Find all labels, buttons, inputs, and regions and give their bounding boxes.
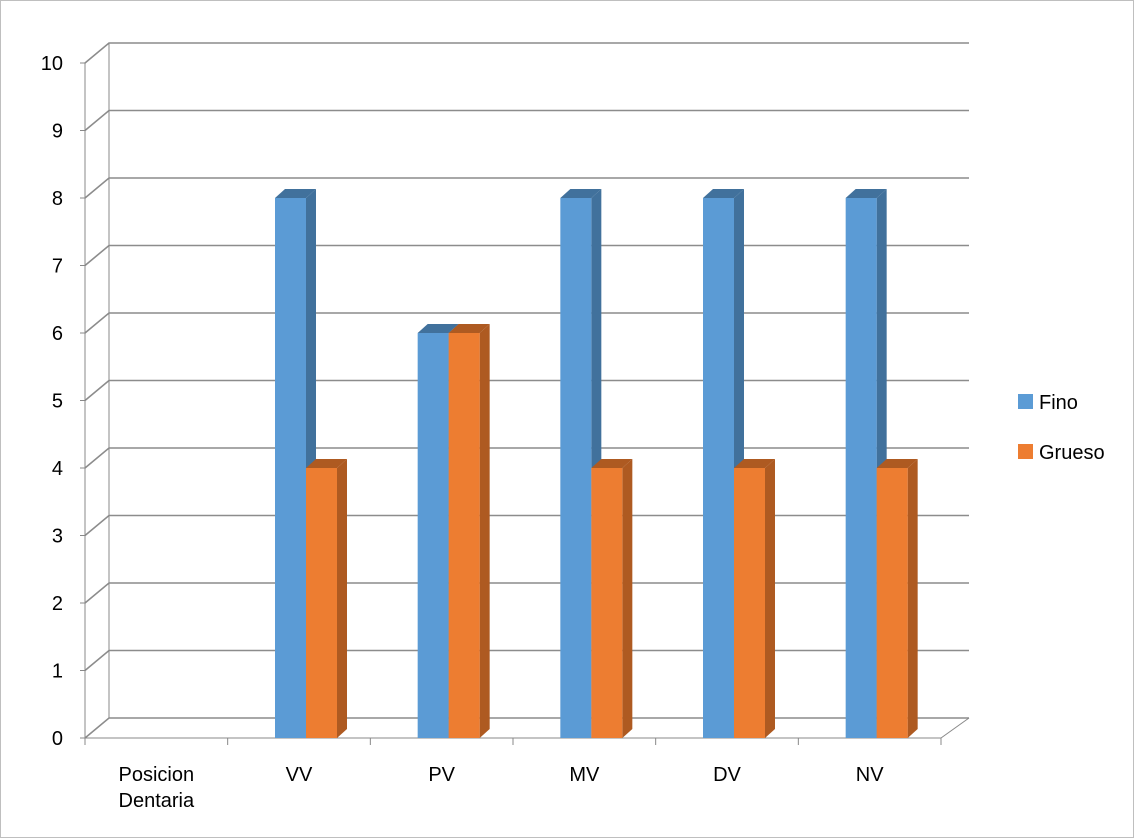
- y-tick-label: 4: [52, 458, 63, 480]
- gridline: [84, 717, 969, 739]
- bar: [734, 459, 775, 738]
- y-axis-ticks: 0 1 2 3 4 5 6 7 8 9 10: [41, 53, 85, 750]
- bar-front: [734, 468, 765, 738]
- legend-swatch: [1018, 444, 1033, 459]
- gridline: [84, 379, 969, 402]
- bar-side: [907, 459, 918, 738]
- gridline: [84, 312, 969, 334]
- bar-front: [591, 468, 623, 738]
- bar: [591, 459, 633, 738]
- gridline: [84, 42, 969, 64]
- gridline: [84, 244, 969, 267]
- bar-top: [275, 189, 316, 198]
- bar-front: [306, 468, 337, 738]
- y-tick-label: 2: [52, 593, 63, 615]
- legend-label: Grueso: [1039, 442, 1105, 464]
- gridline: [84, 649, 969, 672]
- gridline: [84, 109, 969, 132]
- legend-swatch: [1018, 394, 1033, 409]
- y-tick-label: 9: [52, 121, 63, 143]
- gridline: [84, 177, 969, 199]
- bar-top: [591, 459, 633, 468]
- legend-label: Fino: [1039, 392, 1078, 414]
- bar-top: [417, 324, 459, 333]
- bar-top: [306, 459, 347, 468]
- y-tick-label: 7: [52, 256, 63, 278]
- x-tick-label: NV: [856, 764, 884, 786]
- x-tick-label: VV: [286, 764, 313, 786]
- bar-front: [448, 333, 480, 738]
- bar-front: [876, 468, 908, 738]
- x-axis-ticks: Posicion Dentaria VV PV MV DV NV: [84, 738, 942, 812]
- bar-front: [417, 333, 449, 738]
- bar-top: [560, 189, 602, 198]
- gridline: [84, 582, 969, 604]
- gridline: [84, 514, 969, 537]
- y-tick-label: 5: [52, 391, 63, 413]
- bar-side: [479, 324, 490, 738]
- bar-front: [560, 198, 592, 738]
- legend: Fino Grueso: [1018, 392, 1105, 464]
- gridline: [84, 447, 969, 469]
- x-tick-label: PV: [428, 764, 455, 786]
- y-tick-label: 8: [52, 188, 63, 210]
- bar-top: [734, 459, 775, 468]
- gridlines: [84, 42, 969, 739]
- y-tick-label: 0: [52, 728, 63, 750]
- bar-side: [622, 459, 633, 738]
- y-tick-label: 3: [52, 526, 63, 548]
- bar-top: [448, 324, 490, 333]
- bar-top: [703, 189, 744, 198]
- floor-right-edge: [940, 717, 970, 739]
- bar-side: [337, 459, 347, 738]
- bar: [448, 324, 490, 738]
- bar: [876, 459, 918, 738]
- bar-top: [845, 189, 887, 198]
- bars: [275, 189, 918, 738]
- y-tick-label: 6: [52, 323, 63, 345]
- y-tick-label: 1: [52, 661, 63, 683]
- bar-top: [876, 459, 918, 468]
- bar-front: [703, 198, 734, 738]
- x-tick-label: DV: [713, 764, 741, 786]
- chart-walls: [84, 43, 970, 739]
- y-tick-label: 10: [41, 53, 63, 75]
- bar-front: [275, 198, 306, 738]
- bar: [306, 459, 347, 738]
- x-tick-label: MV: [569, 764, 600, 786]
- bar-front: [845, 198, 877, 738]
- x-tick-label: Posicion Dentaria: [119, 764, 195, 812]
- bar-side: [765, 459, 775, 738]
